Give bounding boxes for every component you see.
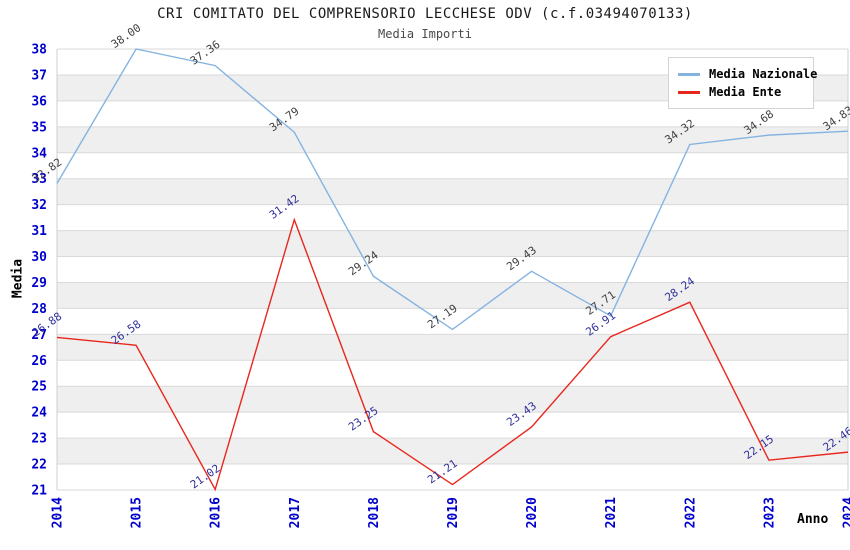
legend: Media Nazionale Media Ente xyxy=(668,57,817,109)
x-tick-label: 2022 xyxy=(683,497,698,528)
x-axis-title: Anno xyxy=(797,512,829,527)
legend-line-swatch-nazionale-icon xyxy=(678,72,700,76)
x-tick-label: 2017 xyxy=(288,497,303,528)
legend-label-media-ente: Media Ente xyxy=(709,85,782,99)
gridlines xyxy=(56,48,849,491)
stripe-band xyxy=(57,152,848,179)
x-tick-label: 2015 xyxy=(130,497,145,528)
stripe-band xyxy=(57,178,848,205)
y-tick-label: 29 xyxy=(31,276,47,291)
y-tick-label: 26 xyxy=(31,354,47,369)
legend-item-media-nazionale: Media Nazionale xyxy=(678,65,817,83)
x-tick-label: 2021 xyxy=(604,497,619,528)
x-tick-label: 2020 xyxy=(525,497,540,528)
y-tick-label: 34 xyxy=(31,146,47,161)
stripe-band xyxy=(57,282,848,309)
stripe-band xyxy=(57,360,848,387)
legend-label-media-nazionale: Media Nazionale xyxy=(709,67,818,81)
chart-title: CRI COMITATO DEL COMPRENSORIO LECCHESE O… xyxy=(157,6,693,22)
x-tick-label: 2014 xyxy=(51,497,66,528)
y-tick-label: 22 xyxy=(31,458,47,473)
y-tick-label: 27 xyxy=(31,328,47,343)
y-tick-label: 28 xyxy=(31,302,47,317)
stripe-band xyxy=(57,412,848,439)
stripe-band xyxy=(57,334,848,361)
y-tick-label: 35 xyxy=(31,120,47,135)
stripe-band xyxy=(57,126,848,153)
y-tick-labels: 21 22 23 24 25 26 27 28 29 30 31 32 33 34 35 36 37 38 xyxy=(31,43,47,499)
chart-subtitle: Media Importi xyxy=(378,27,472,41)
y-tick-label: 25 xyxy=(31,380,47,395)
x-tick-label: 2019 xyxy=(446,497,461,528)
y-tick-label: 24 xyxy=(31,406,47,421)
y-tick-label: 23 xyxy=(31,432,47,447)
y-tick-label: 30 xyxy=(31,250,47,265)
stripe-band xyxy=(57,256,848,283)
series-line-media-ente xyxy=(56,217,849,492)
legend-line-swatch-ente-icon xyxy=(678,90,700,94)
y-tick-label: 33 xyxy=(31,172,47,187)
y-tick-label: 36 xyxy=(31,94,47,109)
y-tick-label: 38 xyxy=(31,43,47,58)
y-tick-label: 32 xyxy=(31,198,47,213)
stripe-band xyxy=(57,204,848,231)
x-tick-labels: 2014 2015 2016 2017 2018 2019 2020 2021 2022 2023… xyxy=(51,497,850,528)
x-tick-label: 2023 xyxy=(762,497,777,528)
legend-item-media-ente: Media Ente xyxy=(678,83,803,101)
y-tick-label: 37 xyxy=(31,68,47,83)
stripe-band xyxy=(57,230,848,257)
stripe-band xyxy=(57,464,848,490)
series-line-media-nazionale xyxy=(56,48,849,331)
y-axis-title: Media xyxy=(10,258,26,299)
y-tick-label: 31 xyxy=(31,224,47,239)
stripe-band xyxy=(57,386,848,413)
y-tick-label: 21 xyxy=(31,484,47,499)
x-tick-label: 2016 xyxy=(209,497,224,528)
plot-stripes xyxy=(57,49,848,490)
x-tick-label: 2024 xyxy=(842,497,850,528)
series-lines xyxy=(56,48,849,492)
x-tick-label: 2018 xyxy=(367,497,382,528)
